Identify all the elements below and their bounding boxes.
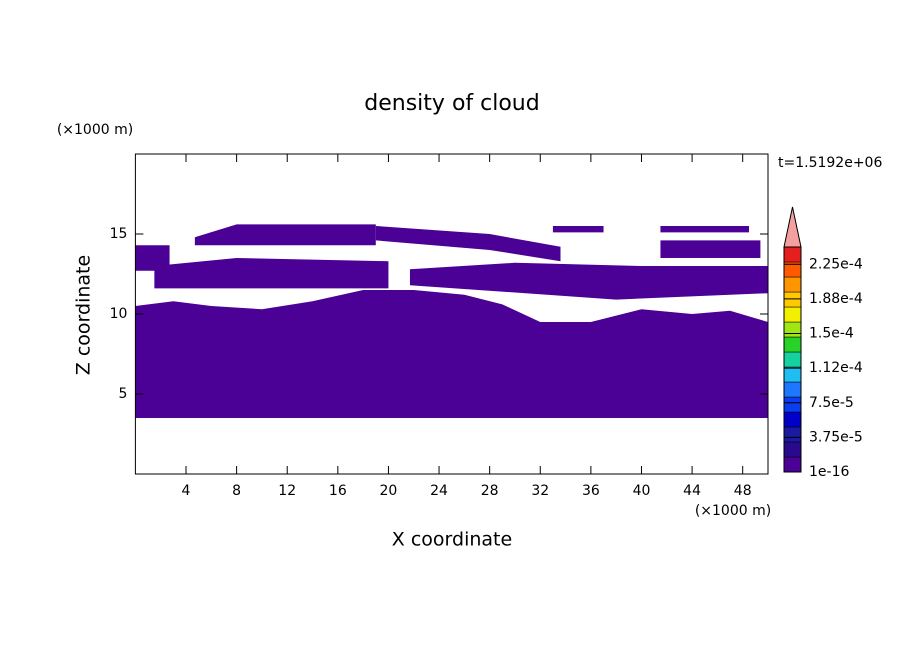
colorbar-box	[783, 381, 802, 398]
colorbar-box	[783, 321, 802, 338]
x-tick-label: 48	[734, 483, 752, 499]
colorbar-label: 7.5e-5	[809, 395, 854, 411]
cloud-region	[375, 226, 561, 262]
colorbar-box	[783, 246, 802, 263]
x-tick-label: 16	[329, 483, 347, 499]
colorbar-box	[783, 441, 802, 458]
colorbar-label: 1.5e-4	[809, 326, 854, 342]
chart-title: density of cloud	[364, 91, 539, 116]
colorbar-label: 1e-16	[809, 464, 849, 480]
y-axis-label: Z coordinate	[73, 255, 95, 375]
cloud-region	[660, 226, 750, 233]
y-unit: (×1000 m)	[57, 122, 133, 138]
cloud-region	[409, 262, 768, 300]
y-tick-label: 10	[110, 306, 128, 322]
cloud-region	[552, 226, 604, 233]
x-tick-label: 8	[232, 483, 241, 499]
x-tick-label: 12	[278, 483, 296, 499]
y-tick-label: 5	[118, 386, 127, 402]
colorbar-extend	[783, 206, 802, 248]
colorbar-box	[783, 336, 802, 353]
cloud-region	[135, 290, 768, 418]
colorbar-box	[783, 276, 802, 293]
x-tick-label: 32	[531, 483, 549, 499]
colorbar-box	[783, 426, 802, 443]
colorbar-box	[783, 456, 802, 473]
colorbar-box	[783, 306, 802, 323]
x-tick-label: 20	[380, 483, 398, 499]
x-tick-label: 28	[481, 483, 499, 499]
time-annotation: t=1.5192e+06	[778, 155, 882, 171]
x-tick-label: 24	[430, 483, 448, 499]
cloud-region	[154, 258, 389, 289]
colorbar-label: 2.25e-4	[809, 256, 863, 272]
x-tick-label: 36	[582, 483, 600, 499]
x-axis-label: X coordinate	[392, 529, 512, 551]
colorbar-box	[783, 411, 802, 428]
cloud-region	[194, 224, 376, 246]
x-tick-label: 44	[683, 483, 701, 499]
colorbar-label: 1.88e-4	[809, 291, 863, 307]
colorbar-box	[783, 351, 802, 368]
colorbar-box	[783, 396, 802, 413]
colorbar-box	[783, 291, 802, 308]
colorbar-label: 3.75e-5	[809, 429, 863, 445]
cloud-region	[660, 240, 761, 258]
x-unit: (×1000 m)	[695, 503, 771, 519]
colorbar-label: 1.12e-4	[809, 360, 863, 376]
colorbar-box	[783, 366, 802, 383]
x-tick-label: 4	[182, 483, 191, 499]
y-tick-label: 15	[110, 226, 128, 242]
x-tick-label: 40	[633, 483, 651, 499]
cloud-region	[135, 245, 170, 271]
